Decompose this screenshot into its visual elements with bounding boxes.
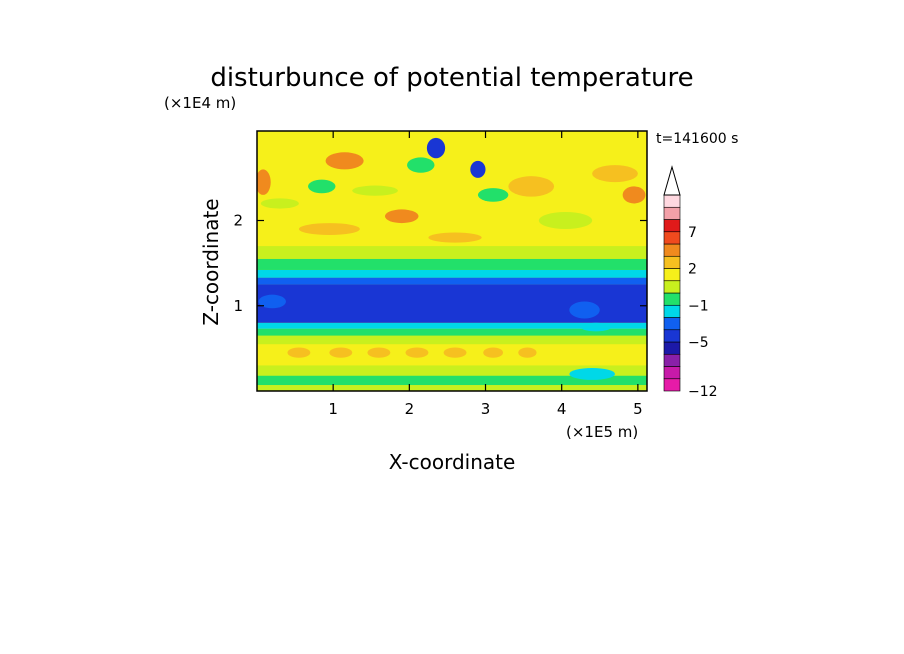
y-axis-ticks: 12 — [233, 212, 647, 315]
contour-feature — [470, 160, 486, 178]
contour-feature — [287, 347, 311, 358]
contour-feature — [580, 322, 612, 332]
contour-feature — [538, 211, 593, 230]
y-tick-label: 2 — [233, 212, 243, 230]
x-tick-label: 4 — [557, 400, 567, 418]
colorbar-segment — [663, 317, 681, 331]
contour-band — [257, 258, 647, 270]
colorbar-segment — [663, 366, 681, 380]
colorbar-segment — [663, 255, 681, 269]
colorbar-segment — [663, 329, 681, 343]
x-tick-label: 1 — [328, 400, 338, 418]
colorbar-segment — [663, 353, 681, 367]
colorbar-segment — [663, 280, 681, 294]
contour-feature — [260, 198, 299, 209]
contour-band — [257, 322, 647, 329]
colorbar-segment — [663, 341, 681, 355]
colorbar-segment — [663, 231, 681, 245]
contour-band — [257, 269, 647, 278]
contour-feature — [592, 165, 638, 183]
contour-feature — [426, 137, 446, 159]
contour-feature — [367, 347, 391, 358]
contour-band — [257, 246, 647, 259]
contour-feature — [407, 157, 435, 173]
contour-band — [257, 385, 647, 391]
contour-band — [257, 365, 647, 376]
chart-title: disturbunce of potential temperature — [210, 63, 693, 93]
x-unit-label: (×1E5 m) — [566, 423, 638, 441]
plot-frame — [256, 130, 648, 392]
timestamp-label: t=141600 s — [656, 131, 738, 147]
contour-feature — [428, 232, 482, 243]
colorbar-segment — [663, 378, 681, 392]
colorbar-segment — [663, 243, 681, 257]
y-tick-label: 1 — [233, 297, 243, 315]
contour-feature — [477, 188, 509, 202]
contour-feature — [257, 169, 271, 195]
colorbar-label: −1 — [688, 298, 709, 314]
contour-feature — [508, 176, 555, 197]
colorbar-segment — [663, 304, 681, 318]
contour-feature — [443, 347, 467, 358]
y-unit-label: (×1E4 m) — [164, 94, 236, 112]
contour-features — [257, 137, 646, 380]
contour-feature — [384, 209, 419, 224]
x-tick-label: 5 — [633, 400, 643, 418]
contour-feature — [569, 301, 600, 319]
colorbar-segment — [663, 194, 681, 208]
colorbar-extend-arrow — [663, 165, 681, 196]
contour-feature — [569, 367, 616, 380]
y-axis-label: Z-coordinate — [199, 198, 223, 325]
colorbar-segment — [663, 292, 681, 306]
contour-band — [257, 277, 647, 285]
colorbar-segment — [663, 219, 681, 233]
contour-feature — [298, 223, 360, 236]
contour-feature — [325, 152, 364, 170]
x-tick-label: 2 — [405, 400, 415, 418]
plot-area — [256, 130, 648, 392]
colorbar: 7 2 −1 −5 −12 — [663, 165, 718, 400]
colorbar-label: 7 — [688, 225, 697, 241]
colorbar-label: −12 — [688, 384, 718, 400]
contour-feature — [258, 294, 286, 309]
contour-feature — [483, 347, 504, 358]
contour-band — [257, 375, 647, 386]
x-axis-ticks: 1 2 3 4 5 — [328, 131, 643, 418]
colorbar-label: 2 — [688, 262, 697, 278]
contour-feature — [405, 347, 429, 358]
contour-feature — [518, 347, 537, 358]
contour-feature — [329, 347, 353, 358]
x-axis-label: X-coordinate — [389, 450, 516, 474]
colorbar-segment — [663, 268, 681, 282]
contour-band — [257, 328, 647, 336]
contour-feature — [308, 179, 336, 194]
contour-band — [257, 335, 647, 345]
colorbar-label: −5 — [688, 335, 709, 351]
x-tick-label: 3 — [481, 400, 491, 418]
contour-feature — [352, 185, 398, 196]
contour-feature — [622, 186, 646, 204]
colorbar-segment — [663, 206, 681, 220]
